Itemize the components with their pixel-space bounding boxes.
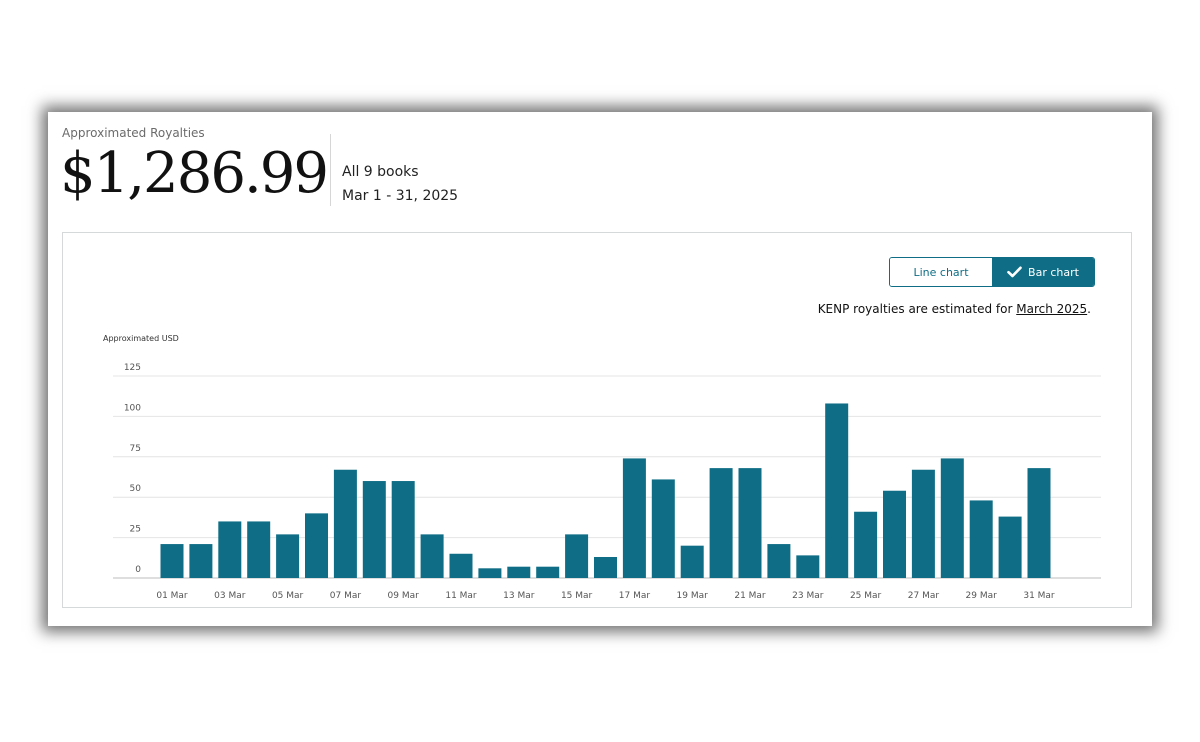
x-tick-label: 05 Mar — [272, 591, 304, 601]
bar — [565, 534, 589, 578]
book-scope: All 9 books — [342, 164, 419, 180]
summary-label: Approximated Royalties — [62, 126, 205, 140]
bar — [883, 490, 906, 578]
bar — [651, 479, 675, 578]
bar — [680, 545, 704, 578]
bar — [825, 403, 849, 578]
x-tick-label: 01 Mar — [156, 591, 188, 601]
checkmark-icon — [1007, 266, 1022, 278]
bar — [622, 458, 646, 578]
bar — [594, 556, 617, 578]
kenp-note: KENP royalties are estimated for March 2… — [818, 302, 1091, 316]
bar-chart-button[interactable]: Bar chart — [992, 258, 1094, 286]
chart-type-toggle: Line chart Bar chart — [889, 257, 1095, 287]
bar — [276, 534, 300, 578]
x-tick-label: 03 Mar — [214, 591, 246, 601]
line-chart-label: Line chart — [913, 265, 969, 279]
chart-panel: Approximated USD 0 25 50 75 100 125 01 Mar 03 Ma… — [62, 232, 1132, 608]
bar — [305, 513, 328, 578]
x-tick-label: 07 Mar — [330, 591, 362, 601]
bar — [362, 481, 386, 578]
bar — [449, 553, 473, 578]
x-tick-label: 09 Mar — [388, 591, 420, 601]
bar — [796, 555, 820, 578]
bar — [507, 566, 531, 578]
x-tick-label: 21 Mar — [734, 591, 766, 601]
x-tick-label: 31 Mar — [1023, 591, 1055, 601]
x-tick-label: 29 Mar — [966, 591, 998, 601]
bar — [998, 516, 1022, 578]
bar — [391, 481, 415, 578]
y-tick-label: 75 — [130, 444, 141, 454]
date-range: Mar 1 - 31, 2025 — [342, 188, 459, 204]
y-axis-label: Approximated USD — [103, 334, 179, 343]
bar — [940, 458, 964, 578]
bar — [969, 500, 993, 578]
bar — [247, 521, 271, 578]
bar — [854, 511, 878, 578]
x-tick-label: 17 Mar — [619, 591, 651, 601]
march-2025-link[interactable]: March 2025 — [1016, 302, 1088, 316]
x-tick-label: 19 Mar — [677, 591, 709, 601]
bar — [911, 469, 935, 578]
bar — [1027, 468, 1051, 578]
line-chart-button[interactable]: Line chart — [890, 258, 992, 286]
x-tick-label: 25 Mar — [850, 591, 882, 601]
bar — [333, 469, 357, 578]
bar — [189, 544, 213, 578]
summary-divider — [330, 134, 331, 206]
bar — [738, 468, 762, 578]
royalties-total: $1,286.99 — [60, 141, 329, 206]
royalties-bar-chart: Approximated USD 0 25 50 75 100 125 01 Mar 03 Ma… — [103, 334, 1101, 601]
bar — [709, 468, 733, 578]
x-tick-label: 13 Mar — [503, 591, 535, 601]
bar — [478, 568, 502, 578]
x-tick-label: 23 Mar — [792, 591, 824, 601]
y-tick-label: 0 — [135, 565, 141, 575]
bar — [160, 544, 184, 578]
bar-chart-label: Bar chart — [1028, 265, 1079, 279]
kenp-note-suffix: . — [1087, 302, 1091, 316]
bar — [218, 521, 242, 578]
x-tick-label: 27 Mar — [908, 591, 940, 601]
x-tick-label: 15 Mar — [561, 591, 593, 601]
kenp-note-text: KENP royalties are estimated for — [817, 302, 1017, 316]
bar — [536, 566, 560, 578]
y-tick-label: 25 — [130, 525, 141, 535]
y-tick-label: 125 — [124, 363, 141, 373]
y-tick-label: 100 — [124, 403, 141, 413]
y-tick-label: 50 — [130, 484, 142, 494]
bar — [420, 534, 444, 578]
bar — [767, 544, 791, 578]
x-tick-label: 11 Mar — [445, 591, 477, 601]
royalties-card: Approximated Royalties $1,286.99 All 9 b… — [48, 112, 1152, 626]
